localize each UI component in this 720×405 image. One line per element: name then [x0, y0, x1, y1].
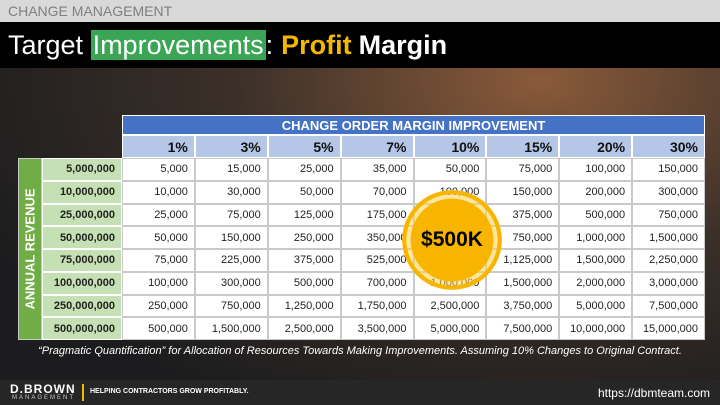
table-cell: 750,000	[194, 294, 268, 318]
column-header: 15%	[486, 135, 560, 158]
row-header: 50,000,000	[42, 226, 122, 249]
separator	[82, 384, 84, 401]
table-cell: 1,125,000	[486, 249, 560, 272]
badge: $500K	[402, 190, 502, 290]
table-cell: 7,500,000	[632, 294, 705, 318]
table-cell: 500,000	[122, 317, 195, 340]
title-bar: Target Improvements: Profit Margin	[0, 22, 720, 68]
table-cell: 150,000	[486, 180, 560, 204]
table-cell: 375,000	[486, 203, 560, 227]
column-header: 3%	[194, 135, 268, 158]
row-header: 10,000,000	[42, 180, 122, 204]
table-cell: 1,500,000	[486, 271, 560, 295]
row-header: 100,000,000	[42, 271, 122, 295]
title-text: Target	[8, 30, 84, 60]
table-cell: 7,500,000	[486, 317, 560, 340]
table-cell: 175,000	[340, 203, 414, 227]
table-cell: 250,000	[267, 226, 341, 249]
table-cell: 225,000	[194, 249, 268, 272]
title-highlight: Improvements	[90, 30, 266, 60]
table-cell: 50,000	[413, 158, 487, 181]
column-header: 10%	[413, 135, 487, 158]
table-cell: 3,750,000	[486, 294, 560, 318]
table: CHANGE ORDER MARGIN IMPROVEMENT 1% 3% 5% 7% 1…	[18, 115, 705, 340]
footer: D.BROWN MANAGEMENT HELPING CONTRACTORS G…	[0, 380, 720, 405]
table-cell: 375,000	[267, 249, 341, 272]
table-cell: 500,000	[559, 203, 633, 227]
title-text: Margin	[358, 30, 448, 60]
row-header: 75,000,000	[42, 249, 122, 272]
table-cell: 70,000	[340, 180, 414, 204]
table-cell: 2,000,000	[559, 271, 633, 295]
logo-sub: MANAGEMENT	[12, 395, 76, 401]
table-cell: 300,000	[194, 271, 268, 295]
table-cell: 25,000	[122, 203, 195, 227]
table-cell: 3,500,000	[340, 317, 414, 340]
table-cell: 525,000	[340, 249, 414, 272]
table-cell: 1,500,000	[194, 317, 268, 340]
table-cell: 50,000	[122, 226, 195, 249]
title-colon: :	[265, 30, 274, 60]
row-axis-label: ANNUAL REVENUE	[22, 188, 38, 310]
table-cell: 75,000	[194, 203, 268, 227]
row-header: 500,000,000	[42, 317, 122, 340]
table-cell: 150,000	[194, 226, 268, 249]
table-cell: 700,000	[340, 271, 414, 295]
table-cell: 75,000	[122, 249, 195, 272]
table-cell: 1,500,000	[632, 226, 705, 249]
table-cell: 300,000	[632, 180, 705, 204]
table-cell: 5,000	[122, 158, 195, 181]
table-cell: 5,000,000	[413, 317, 487, 340]
column-header: 7%	[340, 135, 414, 158]
table-cell: 150,000	[632, 158, 705, 181]
table-cell: 1,500,000	[559, 249, 633, 272]
table-cell: 100,000	[122, 271, 195, 295]
row-header: 5,000,000	[42, 158, 122, 181]
table-cell: 350,000	[340, 226, 414, 249]
table-title: CHANGE ORDER MARGIN IMPROVEMENT	[122, 115, 705, 135]
table-cell: 35,000	[340, 158, 414, 181]
table-cell: 25,000	[267, 158, 341, 181]
column-header: 30%	[632, 135, 705, 158]
table-cell: 1,750,000	[340, 294, 414, 318]
table-cell: 750,000	[632, 203, 705, 227]
table-cell: 125,000	[267, 203, 341, 227]
table-cell: 3,000,000	[632, 271, 705, 295]
logo: D.BROWN	[10, 382, 76, 396]
table-cell: 250,000	[122, 294, 195, 318]
row-header: 250,000,000	[42, 294, 122, 318]
table-cell: 10,000,000	[559, 317, 633, 340]
table-cell: 15,000,000	[632, 317, 705, 340]
table-cell: 2,250,000	[632, 249, 705, 272]
table-cell: 2,500,000	[413, 294, 487, 318]
column-header: 20%	[559, 135, 633, 158]
table-cell: 30,000	[194, 180, 268, 204]
table-cell: 15,000	[194, 158, 268, 181]
row-header: 25,000,000	[42, 203, 122, 227]
url[interactable]: https://dbmteam.com	[597, 386, 710, 400]
table-cell: 50,000	[267, 180, 341, 204]
tagline: HELPING CONTRACTORS GROW PROFITABLY.	[90, 388, 249, 395]
table-cell: 75,000	[486, 158, 560, 181]
row-axis-bar: ANNUAL REVENUE	[18, 158, 42, 340]
table-cell: 200,000	[559, 180, 633, 204]
table-cell: 1,000,000	[559, 226, 633, 249]
column-header: 5%	[267, 135, 341, 158]
caption: “Pragmatic Quantification” for Allocatio…	[38, 345, 682, 357]
table-cell: 5,000,000	[559, 294, 633, 318]
table-cell: 100,000	[559, 158, 633, 181]
title-accent: Profit	[281, 30, 352, 60]
table-cell: 10,000	[122, 180, 195, 204]
table-cell: 1,250,000	[267, 294, 341, 318]
table-cell: 500,000	[267, 271, 341, 295]
section-label: CHANGE MANAGEMENT	[0, 0, 720, 22]
table-cell: 2,500,000	[267, 317, 341, 340]
column-header: 1%	[122, 135, 195, 158]
